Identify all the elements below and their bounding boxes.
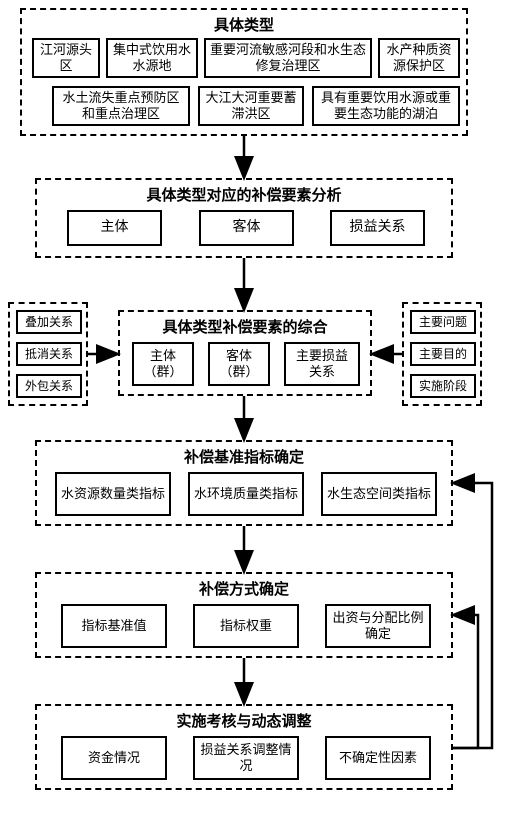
block-review-title: 实施考核与动态调整: [37, 710, 451, 731]
cell-b2c1: 主体: [67, 210, 162, 246]
cell-sl2: 抵消关系: [16, 342, 82, 366]
cell-b4c1: 水资源数量类指标: [55, 472, 171, 516]
block-benchmark-title: 补偿基准指标确定: [37, 446, 451, 467]
cell-b4c3: 水生态空间类指标: [321, 472, 437, 516]
arrow-feedback-1: [453, 483, 492, 748]
cell-b3c1: 主体（群）: [132, 342, 194, 386]
cell-sr1: 主要问题: [410, 310, 476, 334]
block-types: 具体类型 江河源头区 集中式饮用水水源地 重要河流敏感河段和水生态修复治理区 水…: [20, 8, 468, 136]
cell-sr3: 实施阶段: [410, 374, 476, 398]
cell-sl3: 外包关系: [16, 374, 82, 398]
cell-b1r2c3: 具有重要饮用水源或重要生态功能的湖泊: [312, 86, 460, 126]
cell-b1r1c3: 重要河流敏感河段和水生态修复治理区: [204, 38, 372, 78]
block-method: 补偿方式确定 指标基准值 指标权重 出资与分配比例确定: [35, 572, 453, 658]
cell-b6c2: 损益关系调整情况: [193, 736, 299, 780]
cell-sl1: 叠加关系: [16, 310, 82, 334]
cell-b5c1: 指标基准值: [61, 604, 167, 648]
block-side-left: 叠加关系 抵消关系 外包关系: [8, 302, 88, 406]
cell-b4c2: 水环境质量类指标: [188, 472, 304, 516]
cell-b1r1c1: 江河源头区: [32, 38, 100, 78]
cell-b1r1c2: 集中式饮用水水源地: [106, 38, 198, 78]
cell-sr2: 主要目的: [410, 342, 476, 366]
block-review: 实施考核与动态调整 资金情况 损益关系调整情况 不确定性因素: [35, 704, 453, 790]
block-benchmark: 补偿基准指标确定 水资源数量类指标 水环境质量类指标 水生态空间类指标: [35, 440, 453, 526]
cell-b3c2: 客体（群）: [208, 342, 270, 386]
cell-b5c3: 出资与分配比例确定: [325, 604, 431, 648]
cell-b1r2c1: 水土流失重点预防区和重点治理区: [52, 86, 190, 126]
cell-b3c3: 主要损益关系: [284, 342, 360, 386]
cell-b1r1c4: 水产种质资源保护区: [378, 38, 460, 78]
block-method-title: 补偿方式确定: [37, 578, 451, 599]
cell-b6c1: 资金情况: [61, 736, 167, 780]
arrow-feedback-2: [453, 615, 478, 748]
cell-b6c3: 不确定性因素: [325, 736, 431, 780]
block-synthesis: 具体类型补偿要素的综合 主体（群） 客体（群） 主要损益关系: [118, 310, 372, 396]
block-types-title: 具体类型: [22, 14, 466, 35]
cell-b2c3: 损益关系: [330, 210, 425, 246]
block-analysis-title: 具体类型对应的补偿要素分析: [37, 184, 451, 205]
block-side-right: 主要问题 主要目的 实施阶段: [402, 302, 482, 406]
block-synthesis-title: 具体类型补偿要素的综合: [120, 316, 370, 337]
cell-b1r2c2: 大江大河重要蓄滞洪区: [198, 86, 304, 126]
cell-b2c2: 客体: [199, 210, 294, 246]
block-analysis: 具体类型对应的补偿要素分析 主体 客体 损益关系: [35, 178, 453, 258]
cell-b5c2: 指标权重: [193, 604, 299, 648]
